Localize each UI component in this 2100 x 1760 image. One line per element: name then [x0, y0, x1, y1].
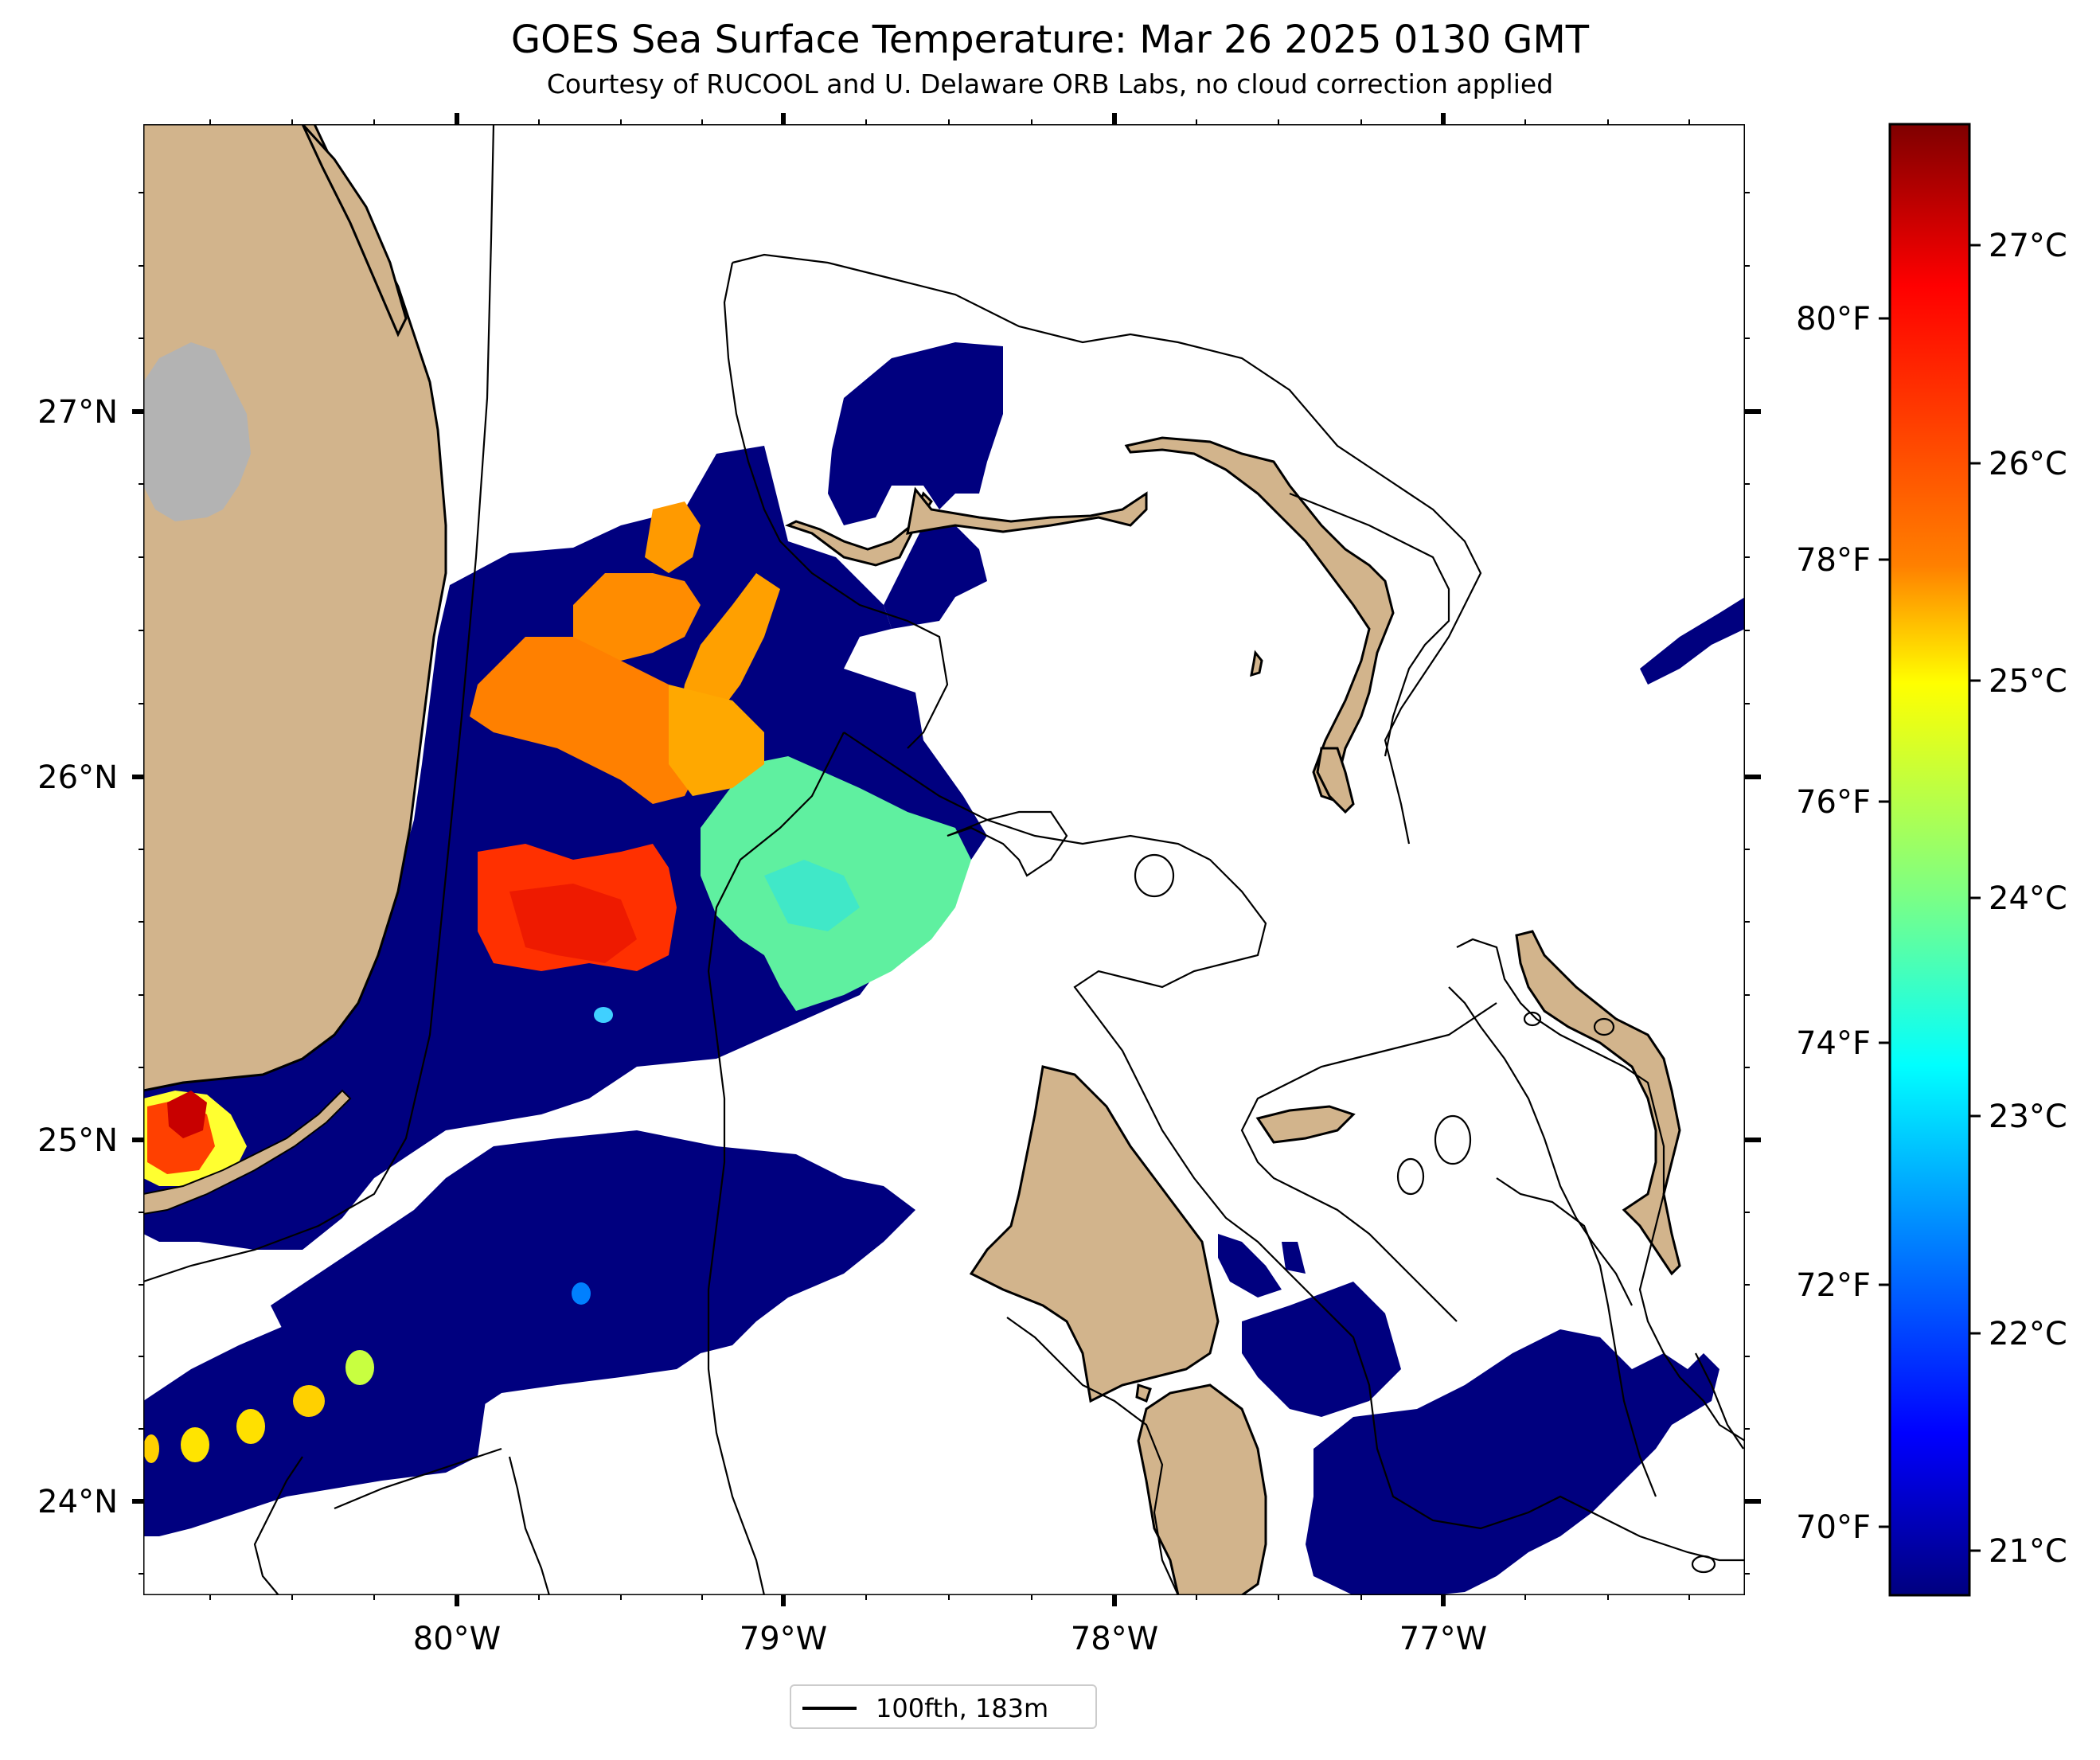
- lon-label-79w: 79°W: [740, 1621, 827, 1657]
- fahrenheit-label-80: 80°F: [1796, 301, 1871, 338]
- celsius-label-23: 23°C: [1989, 1099, 2067, 1135]
- lon-label-78w: 78°W: [1071, 1621, 1158, 1657]
- lon-label-77w: 77°W: [1399, 1621, 1487, 1657]
- celsius-label-24: 24°C: [1989, 880, 2067, 917]
- warm-water-patches: [143, 501, 971, 1463]
- lon-label-80w: 80°W: [413, 1621, 501, 1657]
- map-ticks: [132, 113, 1761, 1606]
- florida-land: [143, 124, 447, 1216]
- celsius-label-26: 26°C: [1989, 446, 2067, 482]
- longitude-labels: 80°W 79°W 78°W 77°W: [413, 1621, 1487, 1657]
- celsius-label-21: 21°C: [1989, 1533, 2067, 1570]
- fahrenheit-label-78: 78°F: [1796, 542, 1871, 579]
- colorbar-gradient: [1888, 123, 1971, 1597]
- chart-title: GOES Sea Surface Temperature: Mar 26 202…: [510, 18, 1590, 62]
- bahamas-land: [785, 436, 1681, 1595]
- celsius-label-27: 27°C: [1989, 228, 2067, 264]
- lat-label-24n: 24°N: [37, 1484, 118, 1520]
- lat-label-26n: 26°N: [37, 759, 118, 796]
- latitude-labels: 27°N 26°N 25°N 24°N: [37, 394, 118, 1520]
- lat-label-25n: 25°N: [37, 1122, 118, 1159]
- legend-label: 100fth, 183m: [876, 1693, 1049, 1723]
- legend: 100fth, 183m: [790, 1684, 1097, 1729]
- cold-water-patches: [143, 342, 1745, 1595]
- map-area: [143, 124, 1745, 1595]
- isobath-contours: [143, 124, 1745, 1595]
- fahrenheit-label-70: 70°F: [1796, 1509, 1871, 1546]
- legend-line-swatch: [802, 1707, 857, 1710]
- fahrenheit-label-72: 72°F: [1796, 1267, 1871, 1304]
- fahrenheit-label-74: 74°F: [1796, 1025, 1871, 1062]
- lake-okeechobee: [143, 342, 251, 521]
- chart-subtitle: Courtesy of RUCOOL and U. Delaware ORB L…: [546, 68, 1554, 100]
- lat-label-27n: 27°N: [37, 394, 118, 431]
- celsius-label-22: 22°C: [1989, 1316, 2067, 1352]
- fahrenheit-label-76: 76°F: [1796, 784, 1871, 821]
- celsius-label-25: 25°C: [1989, 663, 2067, 700]
- colorbar: 27°C 26°C 25°C 24°C 23°C 22°C 21°C 80°F …: [1796, 123, 2067, 1597]
